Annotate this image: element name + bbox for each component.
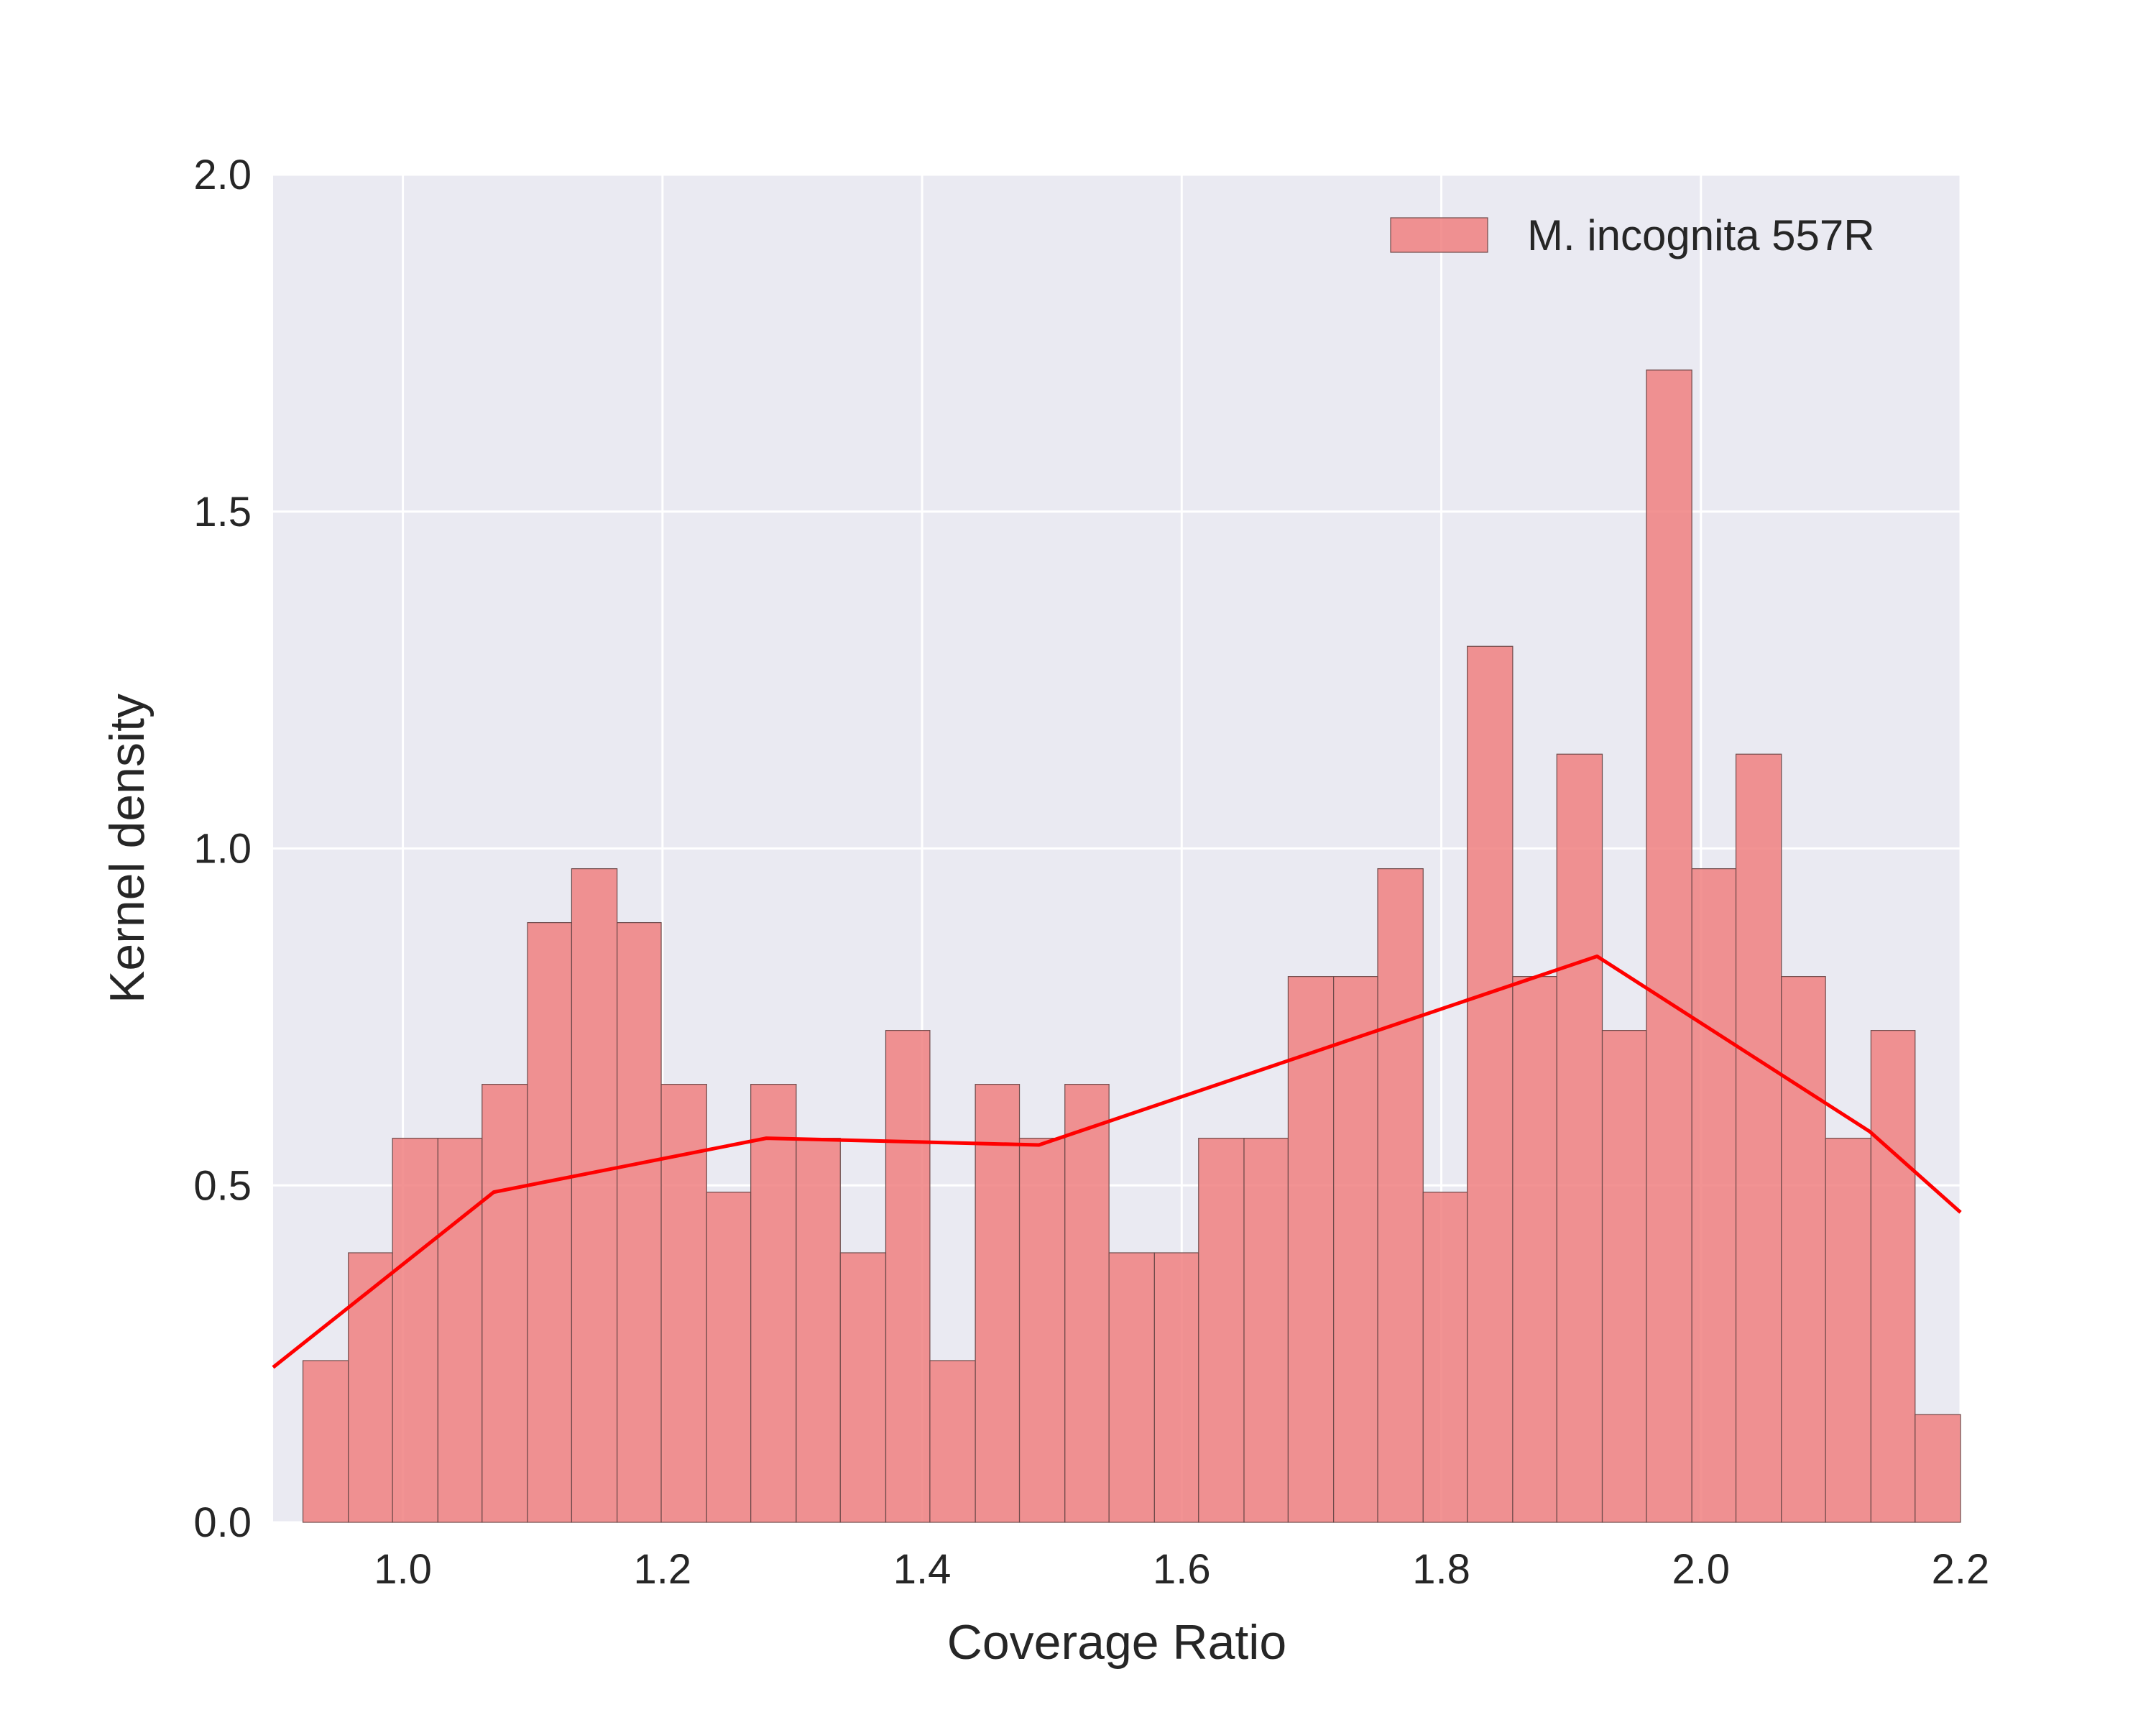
histogram-bar [840, 1253, 885, 1522]
histogram-bar [1692, 869, 1736, 1522]
histogram-bar [1782, 977, 1825, 1522]
x-tick-label: 1.6 [1153, 1546, 1211, 1593]
y-axis-label: Kernel density [100, 694, 155, 1003]
histogram-bar [1020, 1138, 1065, 1522]
histogram-bar [392, 1138, 438, 1522]
x-tick-label: 1.0 [374, 1546, 432, 1593]
histogram-bar [1334, 977, 1378, 1522]
histogram-bar [1736, 754, 1782, 1522]
histogram-bar [1065, 1085, 1109, 1522]
y-tick-label: 0.5 [193, 1162, 252, 1209]
histogram-bar [349, 1253, 392, 1522]
x-tick-labels: 1.0 1.2 1.4 1.6 1.8 2.0 2.2 [374, 1546, 1989, 1593]
legend: M. incognita 557R [1391, 211, 1875, 259]
y-tick-label: 1.0 [193, 826, 252, 873]
histogram-bar [528, 923, 571, 1522]
x-tick-label: 2.0 [1672, 1546, 1730, 1593]
y-tick-labels: 0.0 0.5 1.0 1.5 2.0 [193, 152, 252, 1546]
histogram-bar [1557, 754, 1602, 1522]
histogram-bar [1646, 370, 1692, 1522]
x-tick-label: 2.2 [1932, 1546, 1990, 1593]
histogram-bar [1199, 1138, 1244, 1522]
histogram-bar [796, 1138, 840, 1522]
histogram-bar [1915, 1414, 1961, 1522]
histogram-bar [975, 1085, 1019, 1522]
y-tick-label: 0.0 [193, 1499, 252, 1546]
x-tick-label: 1.2 [634, 1546, 692, 1593]
x-tick-label: 1.8 [1412, 1546, 1470, 1593]
histogram-bar [886, 1031, 930, 1522]
histogram-bar [1603, 1031, 1646, 1522]
histogram-bar [1468, 646, 1513, 1522]
histogram-bar [571, 869, 617, 1522]
x-axis-label: Coverage Ratio [947, 1615, 1286, 1670]
histogram-bar [751, 1085, 796, 1522]
histogram-bar [1244, 1138, 1288, 1522]
histogram-bar [930, 1361, 975, 1522]
histogram-bar [303, 1361, 349, 1522]
y-tick-label: 1.5 [193, 489, 252, 535]
histogram-bar [438, 1138, 482, 1522]
y-tick-label: 2.0 [193, 152, 252, 198]
histogram-bar [706, 1192, 750, 1522]
histogram-bar [1513, 977, 1557, 1522]
histogram-bar [617, 923, 661, 1522]
histogram-bar [482, 1085, 528, 1522]
histogram-bar [1871, 1031, 1915, 1522]
histogram-bar [1825, 1138, 1871, 1522]
legend-swatch [1391, 218, 1488, 252]
histogram-bar [1154, 1253, 1198, 1522]
histogram-bar [1423, 1192, 1467, 1522]
histogram-bar [1109, 1253, 1154, 1522]
histogram-bar [1378, 869, 1423, 1522]
legend-label: M. incognita 557R [1527, 211, 1875, 259]
x-tick-label: 1.4 [893, 1546, 952, 1593]
